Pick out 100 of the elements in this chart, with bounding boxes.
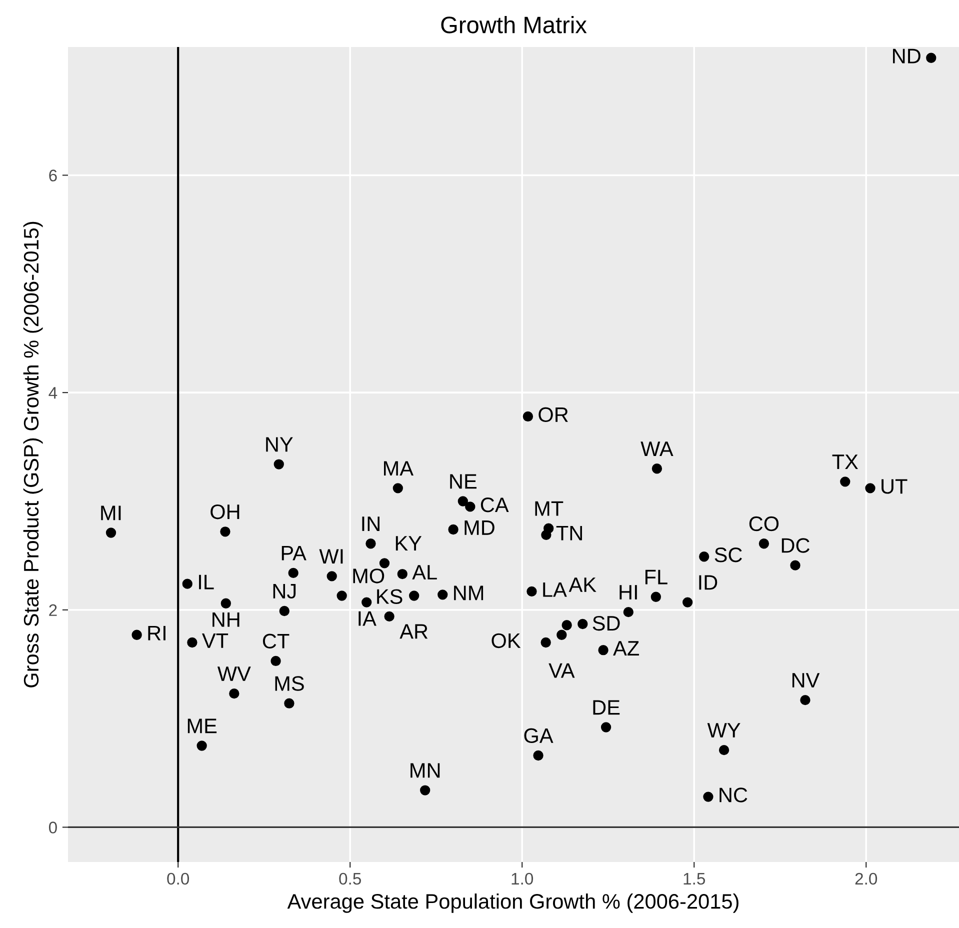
point (578, 618, 588, 630)
annotation: MN (410, 763, 440, 778)
point (384, 611, 394, 622)
annotation: HI (620, 585, 637, 600)
point (336, 590, 347, 601)
annotation: VT (202, 634, 228, 648)
point (703, 792, 714, 802)
annotation: OH (210, 504, 240, 520)
point (682, 597, 693, 608)
point (448, 524, 458, 535)
annotation: MS (275, 676, 304, 691)
point (652, 464, 662, 474)
x-tick-label: 0.5 (339, 872, 361, 885)
point (279, 606, 290, 616)
annotation: OK (492, 633, 521, 648)
x-tick-label: 1.0 (512, 872, 534, 885)
point (465, 502, 476, 512)
annotation: NV (792, 673, 820, 688)
point (220, 598, 231, 608)
annotation: AZ (613, 641, 639, 656)
annotation: WI (319, 549, 343, 564)
annotation: MI (101, 506, 121, 520)
annotation: TN (556, 526, 582, 540)
annotation: MD (464, 520, 494, 535)
point (790, 560, 800, 570)
annotation: RI (148, 626, 166, 640)
annotation: FL (645, 570, 668, 584)
point (379, 558, 390, 568)
annotation: ME (188, 718, 217, 734)
point (650, 592, 662, 602)
x-tick-label: 1.5 (684, 873, 705, 885)
point (392, 483, 403, 494)
annotation: OR (538, 407, 568, 422)
x-tick-label: 0.0 (167, 872, 190, 885)
y-axis-title: Gross State Product (GSP) Growth % (2006-2015) (23, 222, 43, 688)
point (270, 656, 281, 666)
annotation: NY (266, 437, 293, 452)
point (326, 571, 337, 582)
point (274, 459, 284, 470)
annotation: PA (282, 546, 306, 560)
point (718, 744, 730, 756)
point (926, 52, 936, 63)
annotation: IN (362, 516, 380, 531)
y-tick-label: 4 (48, 387, 58, 399)
annotation: WA (640, 442, 674, 456)
point (623, 606, 634, 618)
point (182, 578, 192, 589)
x-tick-label: 2.0 (855, 872, 878, 885)
annotation: SD (592, 616, 620, 631)
annotation: NM (454, 586, 484, 600)
annotation: AK (568, 578, 596, 592)
point (438, 590, 448, 600)
y-tick-label: 2 (49, 604, 57, 616)
annotation: NE (450, 474, 477, 489)
annotation: NC (720, 788, 748, 802)
point (187, 637, 198, 648)
point (556, 630, 567, 640)
point (526, 586, 537, 597)
annotation: IL (199, 574, 214, 590)
annotation: DC (782, 538, 810, 553)
annotation: MT (535, 501, 564, 516)
point (284, 698, 294, 708)
annotation: NJ (273, 584, 296, 599)
point (362, 597, 372, 608)
point (800, 695, 810, 706)
annotation: CT (262, 634, 290, 649)
point (196, 740, 207, 751)
point (229, 688, 240, 699)
annotation: SC (714, 547, 742, 562)
annotation: CO (749, 516, 779, 532)
chart-title: Growth Matrix (441, 16, 587, 34)
point (132, 630, 142, 640)
annotation: TX (832, 454, 858, 470)
point (420, 785, 430, 796)
x-axis-title: Average State Population Growth % (2006-2015) (287, 894, 738, 913)
annotation: NH (212, 612, 240, 627)
annotation: CA (480, 498, 509, 512)
point (533, 750, 544, 761)
point (366, 538, 376, 549)
point (865, 483, 876, 494)
point (288, 568, 298, 578)
point (408, 590, 420, 601)
annotation: AR (400, 624, 428, 639)
annotation: MA (384, 461, 414, 476)
annotation: GA (524, 728, 554, 744)
point (562, 620, 572, 630)
point (598, 645, 608, 656)
annotation: WV (217, 666, 251, 681)
annotation: MO (353, 568, 384, 584)
point (699, 552, 710, 562)
annotation: AL (412, 565, 437, 580)
point (458, 496, 468, 506)
point (397, 568, 408, 580)
annotation: VA (548, 663, 575, 678)
annotation: LA (543, 582, 567, 597)
annotation: KY (396, 536, 422, 551)
point (758, 538, 770, 549)
annotation: ND (893, 48, 920, 64)
annotation: DE (593, 700, 620, 715)
point (600, 722, 612, 732)
